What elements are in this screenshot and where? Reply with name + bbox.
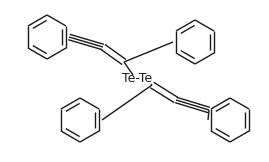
Text: Te-Te: Te-Te <box>122 73 152 86</box>
